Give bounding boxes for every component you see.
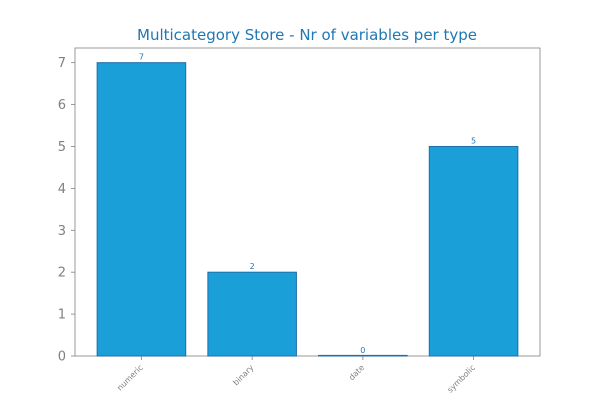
data-label-symbolic: 5 bbox=[471, 136, 476, 145]
y-tick-label-7: 7 bbox=[58, 56, 66, 71]
bar-date bbox=[318, 354, 408, 357]
plot-area: 7 2 0 5 0 1 2 3 4 5 6 7 numeric binary date symbolic bbox=[58, 47, 541, 395]
y-tick-label-1: 1 bbox=[58, 308, 66, 323]
y-tick-label-6: 6 bbox=[58, 98, 66, 113]
bars-layer bbox=[96, 62, 519, 357]
y-tick-label-0: 0 bbox=[58, 350, 66, 365]
y-tick-label-3: 3 bbox=[58, 224, 66, 239]
x-tick-label-symbolic: symbolic bbox=[446, 363, 477, 394]
x-tick-label-numeric: numeric bbox=[115, 363, 145, 393]
data-label-date: 0 bbox=[360, 346, 365, 355]
x-tick-label-date: date bbox=[347, 363, 366, 382]
bar-symbolic bbox=[428, 145, 519, 357]
chart-title: Multicategory Store - Nr of variables pe… bbox=[137, 26, 477, 44]
x-tick-label-binary: binary bbox=[231, 363, 255, 387]
data-labels-layer: 7 2 0 5 bbox=[139, 53, 476, 355]
data-label-numeric: 7 bbox=[139, 53, 144, 62]
plot-frame bbox=[74, 47, 541, 357]
x-axis: numeric binary date symbolic bbox=[115, 356, 477, 395]
bar-numeric bbox=[96, 62, 187, 357]
y-axis: 0 1 2 3 4 5 6 7 bbox=[58, 56, 75, 365]
data-label-binary: 2 bbox=[250, 262, 255, 271]
bar-binary bbox=[207, 271, 297, 357]
y-tick-label-2: 2 bbox=[58, 266, 66, 281]
y-tick-label-5: 5 bbox=[58, 140, 66, 155]
y-tick-label-4: 4 bbox=[58, 182, 66, 197]
